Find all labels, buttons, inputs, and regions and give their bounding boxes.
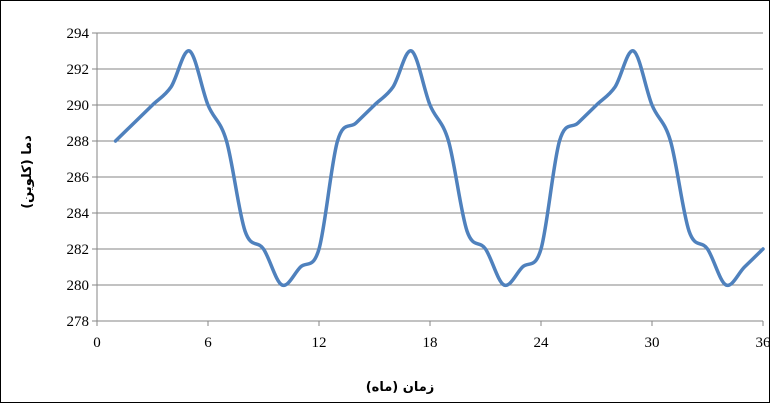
tick-labels: 278 280 282 284 286 288 290 292 294 0 6 12 18 24 30 36	[67, 26, 770, 351]
y-tick-label: 282	[67, 242, 90, 258]
x-tick-label: 36	[756, 335, 770, 351]
x-tick-label: 24	[534, 335, 550, 351]
y-tick-label: 284	[67, 206, 90, 222]
x-tick-label: 12	[312, 335, 327, 351]
x-axis-title: زمان (ماه)	[366, 380, 435, 395]
series-layer	[113, 49, 765, 288]
x-tick-label: 30	[645, 335, 660, 351]
y-tick-label: 286	[67, 170, 90, 186]
y-tick-label: 294	[67, 26, 90, 42]
x-tick-label: 6	[204, 335, 212, 351]
y-tick-label: 288	[67, 134, 90, 150]
y-tick-label: 280	[67, 278, 90, 294]
temperature-series-line	[113, 49, 765, 288]
x-tick-label: 18	[423, 335, 438, 351]
x-tick-label: 0	[93, 335, 101, 351]
y-tick-label: 278	[67, 314, 90, 330]
y-axis-title: دما (کلوین)	[20, 135, 35, 209]
y-tick-label: 292	[67, 62, 90, 78]
axes	[92, 32, 764, 326]
y-tick-label: 290	[67, 98, 90, 114]
